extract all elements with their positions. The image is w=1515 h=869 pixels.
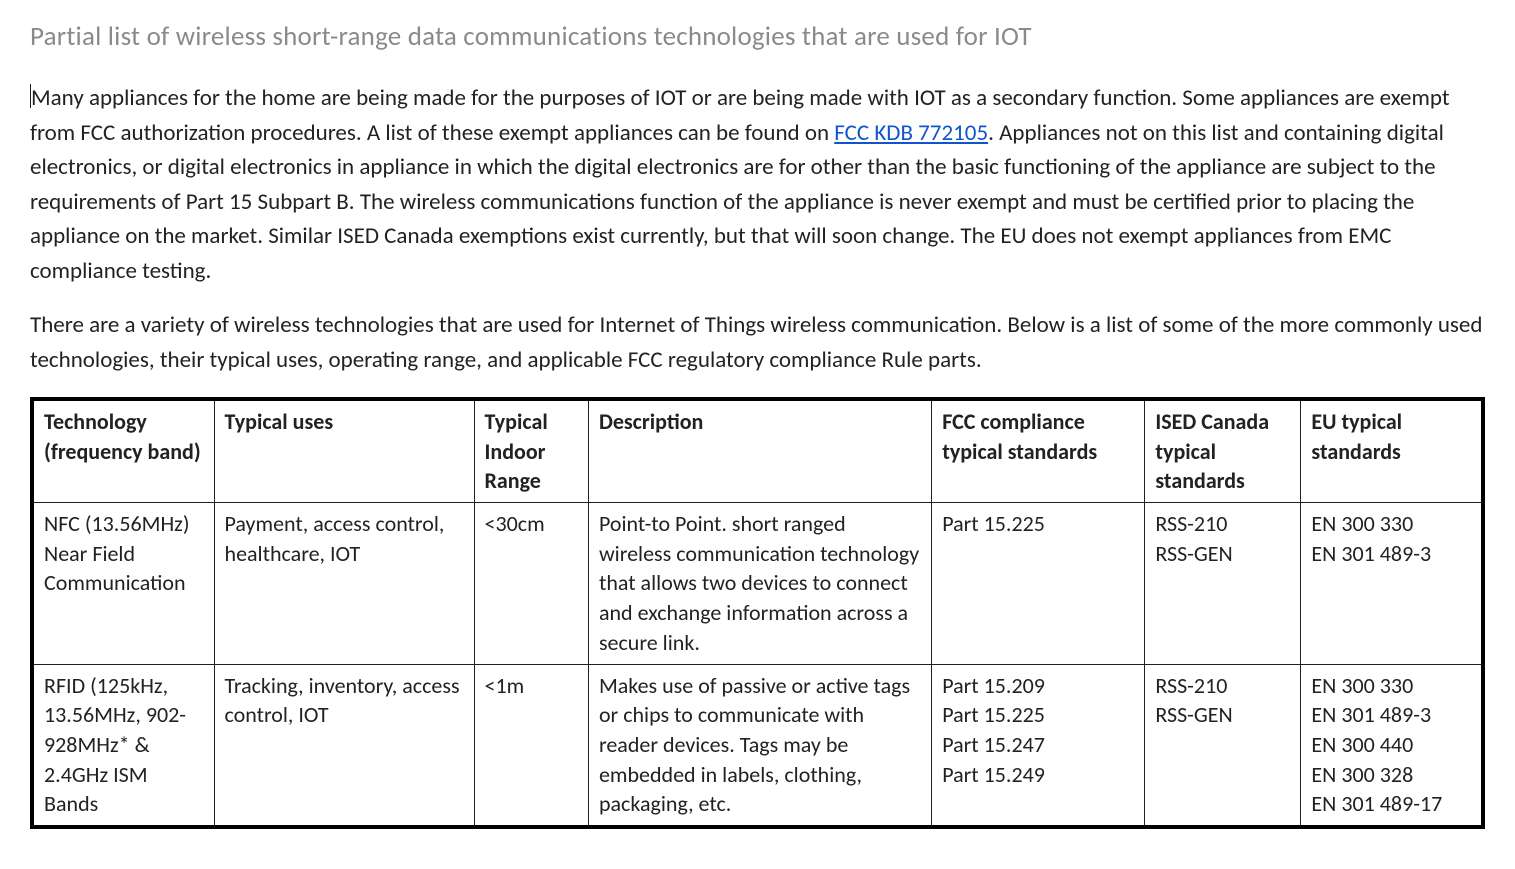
cell-eu-standards-item: EN 301 489-3 <box>1311 700 1471 730</box>
cell-eu-standards: EN 300 330EN 301 489-3 <box>1301 503 1483 664</box>
table-row: RFID (125kHz, 13.56MHz, 902-928MHz* & 2.… <box>32 664 1483 827</box>
cell-technology: RFID (125kHz, 13.56MHz, 902-928MHz* & 2.… <box>32 664 214 827</box>
col-header-typical-uses: Typical uses <box>214 399 474 503</box>
cell-fcc-standards: Part 15.225 <box>932 503 1145 664</box>
cell-eu-standards: EN 300 330EN 301 489-3EN 300 440EN 300 3… <box>1301 664 1483 827</box>
cell-eu-standards-item: EN 300 328 <box>1311 760 1471 790</box>
cell-description: Makes use of passive or active tags or c… <box>588 664 931 827</box>
cell-ised-standards-item: RSS-210 <box>1155 509 1290 539</box>
document-page: Partial list of wireless short-range dat… <box>0 0 1515 859</box>
cell-typical-indoor-range: <30cm <box>474 503 588 664</box>
cell-typical-indoor-range: <1m <box>474 664 588 827</box>
cell-typical-uses: Payment, access control, healthcare, IOT <box>214 503 474 664</box>
page-subtitle: Partial list of wireless short-range dat… <box>30 20 1485 53</box>
cell-description: Point-to Point. short ranged wireless co… <box>588 503 931 664</box>
cell-eu-standards-item: EN 301 489-17 <box>1311 789 1471 819</box>
cell-ised-standards: RSS-210RSS-GEN <box>1145 503 1301 664</box>
table-row: NFC (13.56MHz) Near Field CommunicationP… <box>32 503 1483 664</box>
cell-ised-standards-item: RSS-210 <box>1155 671 1290 701</box>
cell-eu-standards-item: EN 300 330 <box>1311 671 1471 701</box>
cell-fcc-standards-item: Part 15.209 <box>942 671 1134 701</box>
col-header-ised-standards: ISED Canada typical standards <box>1145 399 1301 503</box>
cell-fcc-standards-item: Part 15.249 <box>942 760 1134 790</box>
intro-paragraph-2: There are a variety of wireless technolo… <box>30 308 1485 377</box>
fcc-kdb-link[interactable]: FCC KDB 772105 <box>834 119 988 147</box>
table-body: NFC (13.56MHz) Near Field CommunicationP… <box>32 503 1483 827</box>
col-header-eu-standards: EU typical standards <box>1301 399 1483 503</box>
cell-eu-standards-item: EN 301 489-3 <box>1311 539 1471 569</box>
cell-eu-standards-item: EN 300 440 <box>1311 730 1471 760</box>
cell-ised-standards: RSS-210RSS-GEN <box>1145 664 1301 827</box>
col-header-typical-indoor-range: Typical Indoor Range <box>474 399 588 503</box>
cell-fcc-standards-item: Part 15.225 <box>942 700 1134 730</box>
col-header-technology: Technology (frequency band) <box>32 399 214 503</box>
intro-paragraph-1: Many appliances for the home are being m… <box>30 81 1485 288</box>
cell-technology: NFC (13.56MHz) Near Field Communication <box>32 503 214 664</box>
cell-eu-standards-item: EN 300 330 <box>1311 509 1471 539</box>
iot-technologies-table: Technology (frequency band) Typical uses… <box>30 397 1485 829</box>
col-header-fcc-standards: FCC compliance typical standards <box>932 399 1145 503</box>
cell-fcc-standards-item: Part 15.225 <box>942 509 1134 539</box>
cell-ised-standards-item: RSS-GEN <box>1155 539 1290 569</box>
cell-typical-uses: Tracking, inventory, access control, IOT <box>214 664 474 827</box>
table-header-row: Technology (frequency band) Typical uses… <box>32 399 1483 503</box>
cell-fcc-standards-item: Part 15.247 <box>942 730 1134 760</box>
cell-fcc-standards: Part 15.209Part 15.225Part 15.247Part 15… <box>932 664 1145 827</box>
col-header-description: Description <box>588 399 931 503</box>
cell-ised-standards-item: RSS-GEN <box>1155 700 1290 730</box>
